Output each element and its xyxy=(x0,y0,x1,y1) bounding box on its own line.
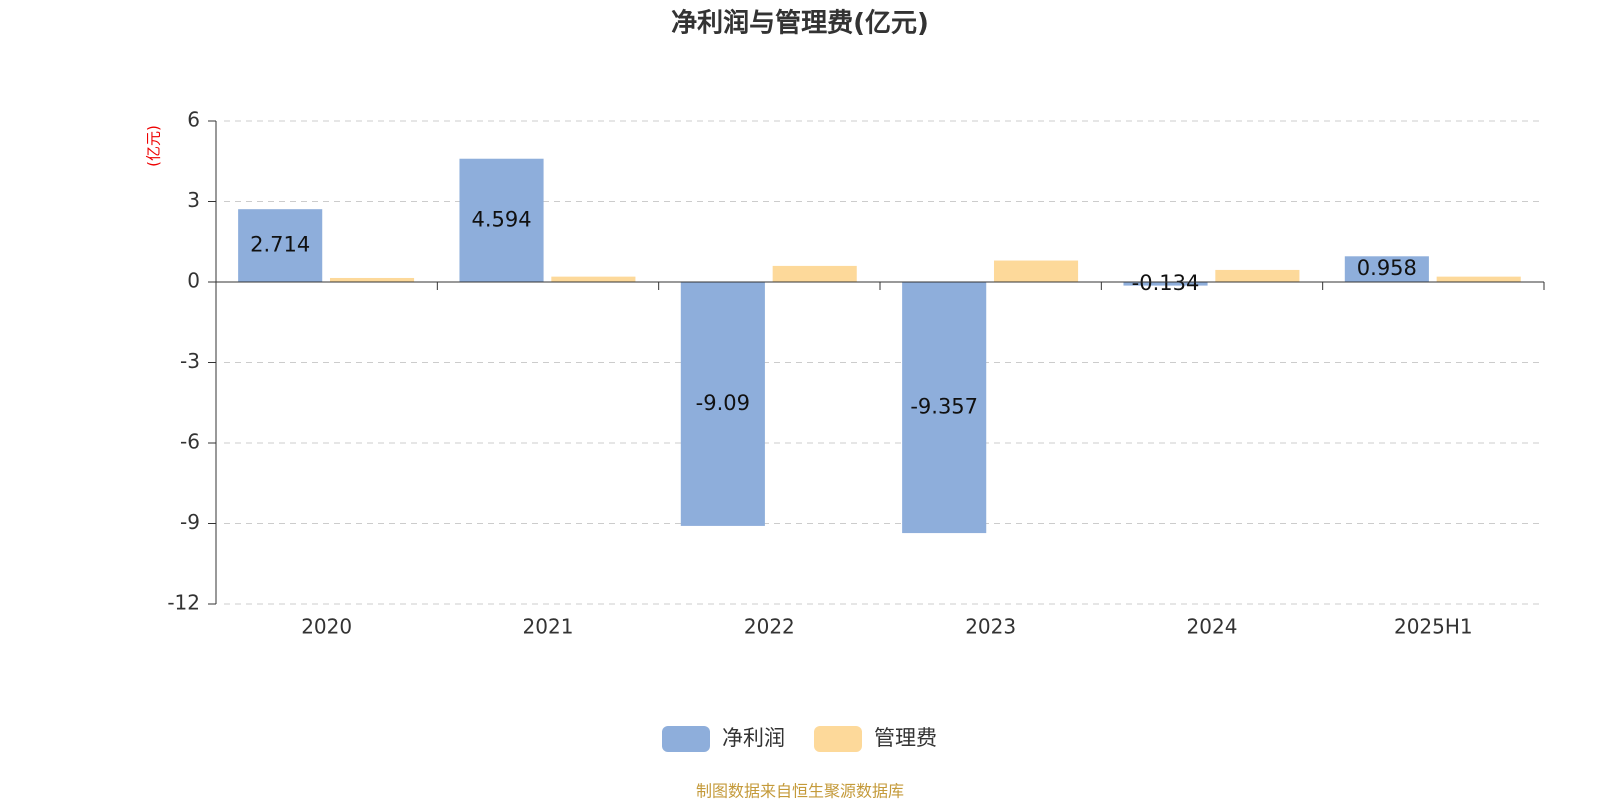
y-axis-label: (亿元) xyxy=(145,125,163,167)
data-label: 2.714 xyxy=(250,233,310,257)
y-tick-label: 3 xyxy=(187,188,200,212)
bar xyxy=(551,276,636,282)
bar xyxy=(1215,269,1300,282)
legend-label: 管理费 xyxy=(874,726,937,750)
y-tick-label: -9 xyxy=(180,510,200,534)
bar xyxy=(902,282,987,534)
bar xyxy=(772,265,857,282)
legend-label: 净利润 xyxy=(722,726,785,750)
bar xyxy=(329,277,415,282)
x-tick-label: 2021 xyxy=(523,615,574,639)
bar xyxy=(993,260,1079,282)
x-tick-label: 2020 xyxy=(301,615,352,639)
bar xyxy=(1123,282,1208,286)
data-label: 0.958 xyxy=(1357,256,1417,280)
data-label: -9.357 xyxy=(910,395,978,419)
y-tick-label: 6 xyxy=(187,108,200,132)
source-note: 制图数据来自恒生聚源数据库 xyxy=(696,782,904,800)
chart-title: 净利润与管理费(亿元) xyxy=(671,8,929,39)
legend-swatch xyxy=(662,726,710,752)
data-label: -0.134 xyxy=(1132,271,1200,295)
x-tick-label: 2024 xyxy=(1187,615,1238,639)
legend-swatch xyxy=(814,726,862,752)
data-label: 4.594 xyxy=(471,207,531,231)
y-tick-label: -12 xyxy=(167,591,200,615)
bar xyxy=(1436,276,1521,282)
y-tick-label: -3 xyxy=(180,349,200,373)
x-tick-label: 2023 xyxy=(965,615,1016,639)
bar xyxy=(238,209,323,282)
x-tick-label: 2025H1 xyxy=(1394,615,1473,639)
bar xyxy=(459,158,544,282)
x-tick-label: 2022 xyxy=(744,615,795,639)
y-tick-label: 0 xyxy=(187,269,200,293)
data-label: -9.09 xyxy=(696,391,750,415)
y-tick-label: -6 xyxy=(180,430,200,454)
bar xyxy=(680,282,765,526)
bar xyxy=(1344,256,1429,282)
